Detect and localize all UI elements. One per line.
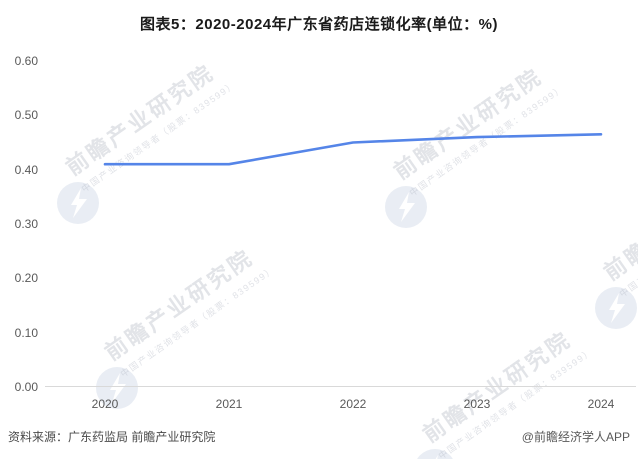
y-tick-label: 0.20 [14,271,38,286]
y-tick-label: 0.60 [14,54,38,68]
x-tick-label: 2022 [339,397,367,411]
chart-title: 图表5：2020-2024年广东省药店连锁化率(单位：%) [140,16,498,33]
series-line [103,133,603,166]
y-tick-label: 0.10 [14,325,38,340]
y-tick-label: 0.50 [14,108,38,123]
x-tick-label: 2021 [215,397,243,411]
y-tick-label: 0.00 [14,380,38,394]
x-axis-line [45,386,636,387]
x-tick-label: 2023 [463,397,491,411]
y-tick-label: 0.30 [14,217,38,231]
x-tick-label: 2024 [587,397,615,411]
source-note: 资料来源：广东药监局 前瞻产业研究院 [8,430,216,444]
y-tick-label: 0.40 [14,162,38,177]
credit-note: @前瞻经济学人APP [521,430,630,444]
